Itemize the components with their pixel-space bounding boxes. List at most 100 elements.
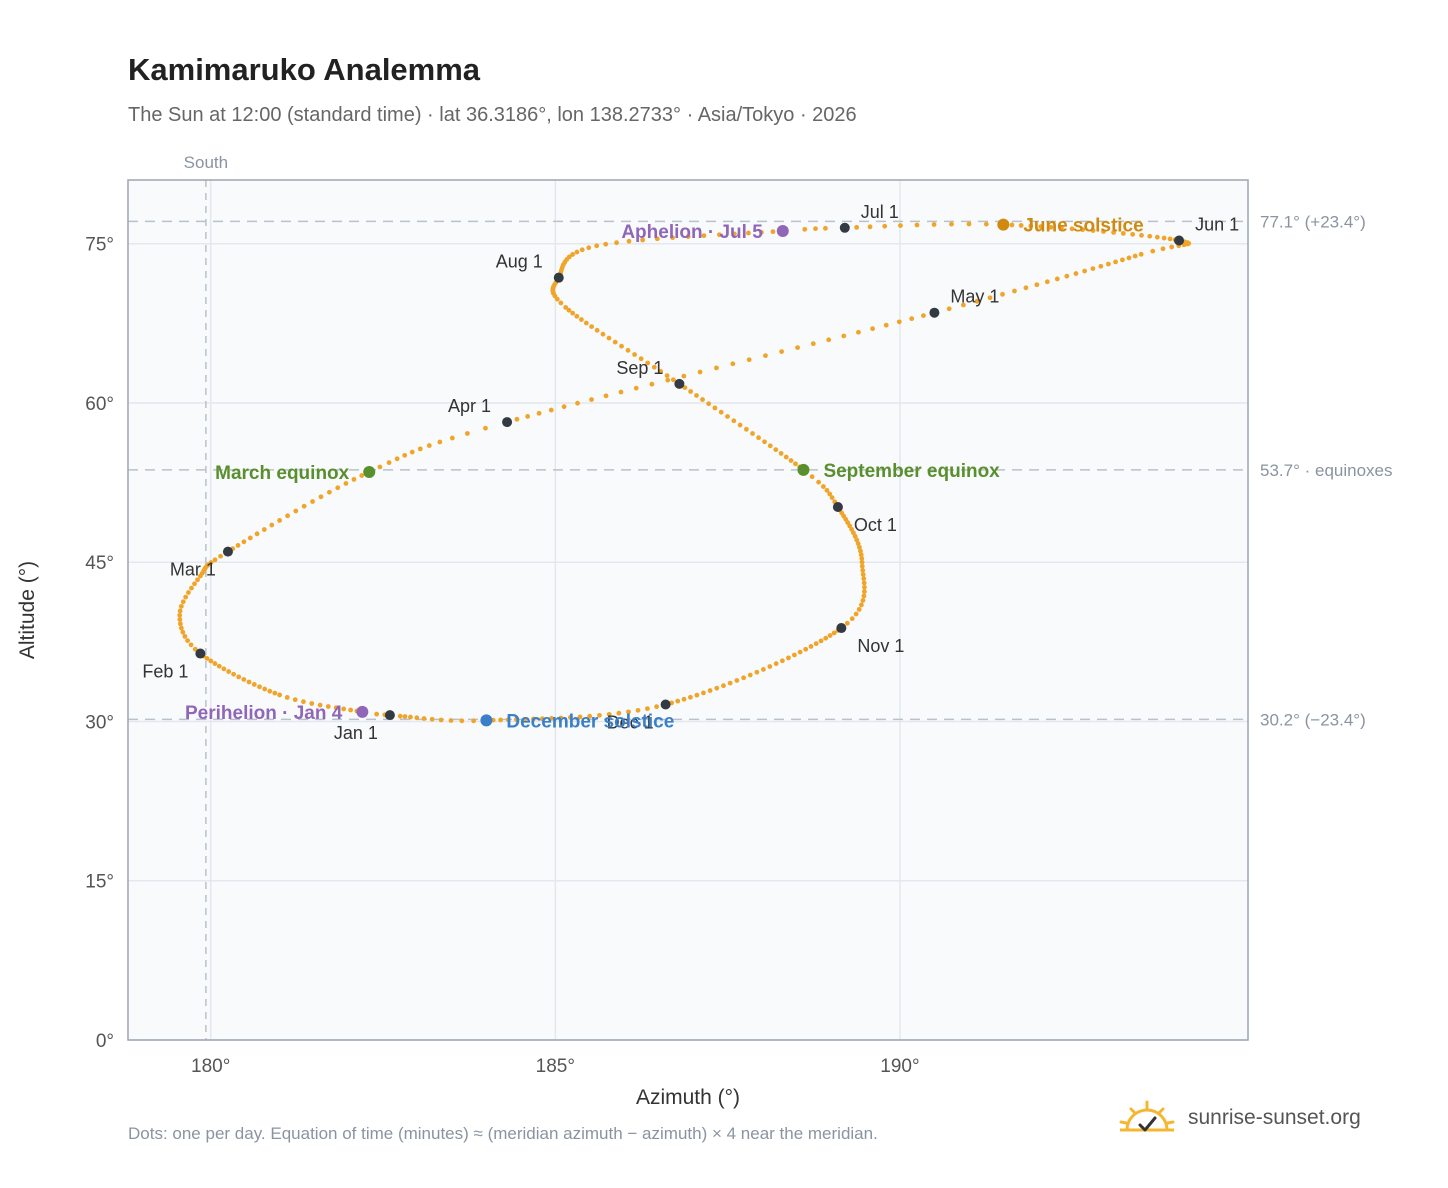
day-dot (852, 533, 858, 539)
day-dot (682, 385, 688, 391)
day-dot (606, 335, 612, 341)
day-dot (513, 717, 519, 722)
brand-name: sunrise-sunset.org (1188, 1106, 1361, 1129)
day-dot (1009, 222, 1015, 228)
event-label: March equinox (215, 463, 350, 484)
day-dot (883, 322, 889, 328)
day-dot (1167, 236, 1173, 242)
day-dot (816, 479, 822, 485)
day-dot (548, 407, 554, 413)
event-marker (356, 705, 369, 718)
day-dot (589, 324, 595, 330)
day-dot (606, 711, 612, 717)
day-dot (254, 531, 260, 537)
reference-line-label: 30.2° (−23.4°) (1260, 710, 1366, 729)
day-dot (343, 481, 349, 486)
day-dot (603, 241, 609, 247)
day-dot (226, 669, 232, 674)
day-dot (860, 572, 866, 577)
day-dot (829, 495, 835, 500)
day-dot (681, 696, 687, 702)
day-dot (459, 718, 465, 724)
day-dot (849, 616, 855, 622)
day-dot (325, 704, 331, 709)
month-marker (660, 699, 671, 710)
day-dot (714, 365, 719, 371)
day-dot (1023, 285, 1029, 291)
day-dot (341, 706, 347, 712)
day-dot (1018, 223, 1024, 228)
day-dot (654, 236, 660, 242)
day-dot (437, 439, 443, 445)
brand[interactable]: sunrise-sunset.org (1118, 1100, 1361, 1136)
day-dot (616, 710, 622, 716)
day-dot (625, 347, 631, 353)
day-dot (579, 317, 584, 322)
day-dot (189, 585, 194, 591)
day-dot (471, 718, 477, 724)
day-dot (192, 646, 198, 652)
day-dot (626, 238, 632, 244)
y-tick-label: 75° (85, 235, 114, 256)
month-label: Jan 1 (334, 723, 378, 743)
day-dot (577, 714, 583, 720)
day-dot (1098, 263, 1104, 269)
day-dot (763, 353, 768, 359)
day-dot (514, 416, 520, 422)
day-dot (277, 518, 282, 523)
day-dot (960, 302, 966, 308)
day-dot (208, 658, 214, 664)
day-dot (177, 612, 183, 618)
day-dot (1120, 257, 1125, 263)
day-dot (1139, 232, 1144, 238)
day-dot (791, 652, 797, 658)
day-dot (421, 716, 427, 721)
day-dot (448, 718, 454, 723)
day-dot (414, 715, 420, 721)
day-dot (826, 337, 832, 343)
day-dot (216, 663, 222, 669)
day-dot (426, 443, 432, 448)
day-dot (734, 678, 740, 683)
day-dot (688, 694, 693, 700)
day-dot (670, 377, 676, 383)
day-dot (1034, 282, 1040, 288)
day-dot (731, 418, 737, 424)
day-dot (746, 357, 752, 363)
day-dot (1048, 224, 1054, 230)
day-dot (808, 644, 814, 649)
day-dot (177, 608, 183, 614)
month-marker (674, 378, 685, 389)
day-dot (813, 641, 819, 647)
day-dot (756, 435, 761, 441)
day-dot (377, 464, 383, 470)
day-dot (721, 683, 726, 689)
day-dot (700, 397, 705, 402)
day-dot (743, 426, 749, 432)
day-dot (645, 360, 651, 366)
day-dot (262, 686, 268, 692)
day-dot (618, 389, 624, 395)
month-label: Nov 1 (857, 636, 904, 656)
day-dot (858, 552, 864, 558)
day-dot (235, 543, 241, 548)
day-dot (635, 707, 641, 713)
day-dot (638, 356, 644, 362)
month-label: Oct 1 (854, 515, 897, 535)
day-dot (712, 405, 718, 411)
day-dot (824, 487, 830, 493)
plot-frame (127, 179, 1249, 1041)
day-dot (694, 393, 699, 398)
month-marker (384, 710, 395, 721)
event-marker (480, 714, 493, 727)
day-dot (1073, 271, 1079, 276)
day-dot (654, 704, 660, 710)
day-dot (309, 701, 315, 706)
day-dot (773, 447, 779, 453)
day-dot (861, 593, 867, 599)
day-dot (640, 237, 646, 243)
reference-line-label: 77.1° (+23.4°) (1260, 212, 1366, 231)
day-dot (438, 717, 444, 723)
day-dot (651, 364, 657, 370)
